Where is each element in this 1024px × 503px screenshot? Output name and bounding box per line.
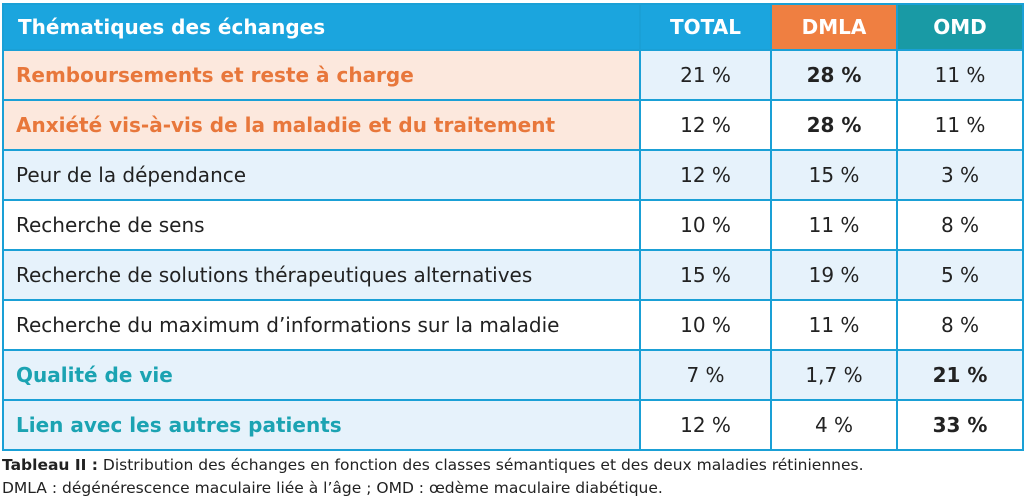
cell-total: 7 % xyxy=(639,349,772,401)
caption-line-1: Tableau II : Distribution des échanges e… xyxy=(2,454,1022,477)
caption-line-2: DMLA : dégénérescence maculaire liée à l… xyxy=(2,479,663,497)
caption-label: Tableau II : xyxy=(2,456,98,474)
cell-total: 12 % xyxy=(639,399,772,451)
header-total: TOTAL xyxy=(639,3,772,51)
cell-total: 12 % xyxy=(639,149,772,201)
row-label: Anxiété vis-à-vis de la maladie et du tr… xyxy=(2,99,641,151)
data-table: Thématiques des échanges TOTAL DMLA OMD … xyxy=(2,3,1024,451)
cell-omd: 8 % xyxy=(896,199,1024,251)
cell-total: 15 % xyxy=(639,249,772,301)
row-label: Remboursements et reste à charge xyxy=(2,49,641,101)
table-row: Recherche de sens 10 % 11 % 8 % xyxy=(2,199,1024,251)
cell-omd: 21 % xyxy=(896,349,1024,401)
cell-omd: 11 % xyxy=(896,49,1024,101)
cell-dmla: 15 % xyxy=(770,149,898,201)
header-omd: OMD xyxy=(896,3,1024,51)
table-row: Qualité de vie 7 % 1,7 % 21 % xyxy=(2,349,1024,401)
cell-omd: 3 % xyxy=(896,149,1024,201)
table-row: Lien avec les autres patients 12 % 4 % 3… xyxy=(2,399,1024,451)
cell-omd: 8 % xyxy=(896,299,1024,351)
table-row: Recherche du maximum d’informations sur … xyxy=(2,299,1024,351)
cell-omd: 11 % xyxy=(896,99,1024,151)
cell-omd: 5 % xyxy=(896,249,1024,301)
row-label: Lien avec les autres patients xyxy=(2,399,641,451)
cell-dmla: 19 % xyxy=(770,249,898,301)
cell-dmla: 1,7 % xyxy=(770,349,898,401)
cell-omd: 33 % xyxy=(896,399,1024,451)
row-label: Recherche de solutions thérapeutiques al… xyxy=(2,249,641,301)
row-label: Qualité de vie xyxy=(2,349,641,401)
caption-text: Distribution des échanges en fonction de… xyxy=(97,456,864,474)
table-header-row: Thématiques des échanges TOTAL DMLA OMD xyxy=(2,3,1024,51)
cell-dmla: 28 % xyxy=(770,49,898,101)
cell-total: 10 % xyxy=(639,199,772,251)
row-label: Peur de la dépendance xyxy=(2,149,641,201)
table-row: Remboursements et reste à charge 21 % 28… xyxy=(2,49,1024,101)
cell-dmla: 11 % xyxy=(770,299,898,351)
header-thematiques: Thématiques des échanges xyxy=(2,3,641,51)
cell-dmla: 4 % xyxy=(770,399,898,451)
cell-dmla: 28 % xyxy=(770,99,898,151)
cell-total: 21 % xyxy=(639,49,772,101)
row-label: Recherche du maximum d’informations sur … xyxy=(2,299,641,351)
cell-dmla: 11 % xyxy=(770,199,898,251)
table-row: Anxiété vis-à-vis de la maladie et du tr… xyxy=(2,99,1024,151)
cell-total: 12 % xyxy=(639,99,772,151)
cell-total: 10 % xyxy=(639,299,772,351)
table-row: Recherche de solutions thérapeutiques al… xyxy=(2,249,1024,301)
table-caption: Tableau II : Distribution des échanges e… xyxy=(2,454,1022,500)
header-dmla: DMLA xyxy=(770,3,898,51)
table-row: Peur de la dépendance 12 % 15 % 3 % xyxy=(2,149,1024,201)
row-label: Recherche de sens xyxy=(2,199,641,251)
